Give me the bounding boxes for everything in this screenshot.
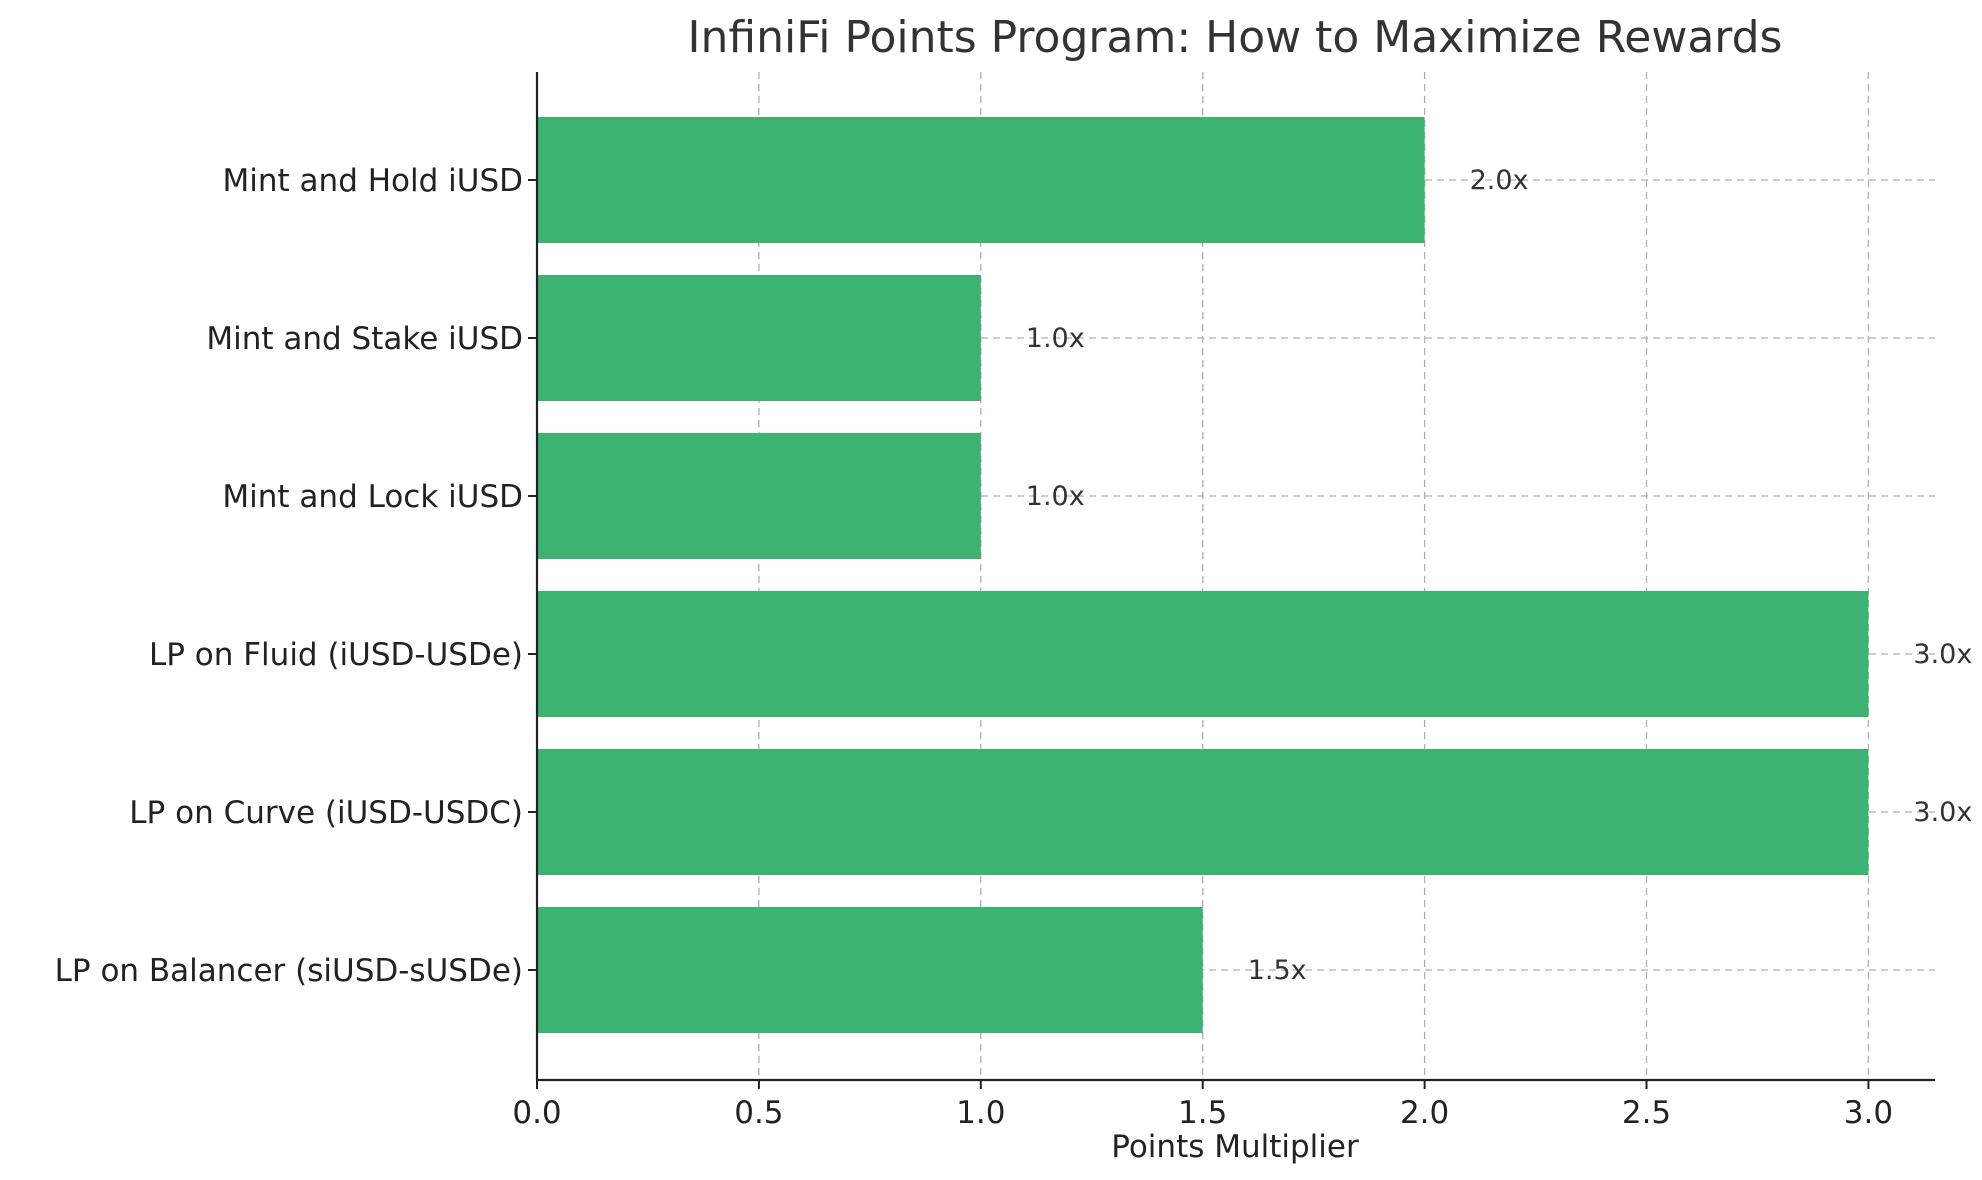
y-tick-label: LP on Balancer (siUSD-sUSDe) bbox=[55, 953, 523, 989]
x-axis-tick-labels: 0.0 0.5 1.0 1.5 2.0 2.5 3.0 bbox=[512, 1095, 1893, 1131]
bar-value-label: 1.0x bbox=[1026, 323, 1085, 354]
bar bbox=[537, 275, 981, 401]
bar-value-label: 3.0x bbox=[1913, 639, 1972, 670]
bar bbox=[537, 749, 1869, 875]
x-tick-label: 1.5 bbox=[1178, 1095, 1227, 1131]
bar bbox=[537, 117, 1425, 243]
y-tick-label: LP on Curve (iUSD-USDC) bbox=[129, 795, 523, 831]
bar bbox=[537, 433, 981, 559]
y-tick-label: LP on Fluid (iUSD-USDe) bbox=[149, 637, 523, 673]
y-tick-label: Mint and Hold iUSD bbox=[223, 163, 523, 199]
bar bbox=[537, 907, 1203, 1033]
x-tick-label: 0.0 bbox=[512, 1095, 561, 1131]
y-tick-label: Mint and Stake iUSD bbox=[206, 321, 523, 357]
x-tick-label: 2.0 bbox=[1400, 1095, 1449, 1131]
x-tick-label: 2.5 bbox=[1622, 1095, 1671, 1131]
x-tick-label: 0.5 bbox=[734, 1095, 783, 1131]
bar-value-label: 2.0x bbox=[1470, 165, 1529, 196]
y-tick-label: Mint and Lock iUSD bbox=[222, 479, 523, 515]
bar-value-label: 1.5x bbox=[1248, 955, 1307, 986]
value-labels: 2.0x 1.0x 1.0x 3.0x 3.0x 1.5x bbox=[1026, 165, 1973, 986]
chart-title: InfiniFi Points Program: How to Maximize… bbox=[688, 12, 1783, 63]
bars bbox=[537, 117, 1869, 1033]
x-tick-label: 3.0 bbox=[1844, 1095, 1893, 1131]
axes bbox=[528, 72, 1935, 1089]
y-axis-tick-labels: Mint and Hold iUSD Mint and Stake iUSD Min… bbox=[55, 163, 523, 989]
bar bbox=[537, 591, 1869, 717]
bar-value-label: 3.0x bbox=[1913, 797, 1972, 828]
bar-value-label: 1.0x bbox=[1026, 481, 1085, 512]
x-tick-label: 1.0 bbox=[956, 1095, 1005, 1131]
x-axis-label: Points Multiplier bbox=[1111, 1129, 1359, 1165]
